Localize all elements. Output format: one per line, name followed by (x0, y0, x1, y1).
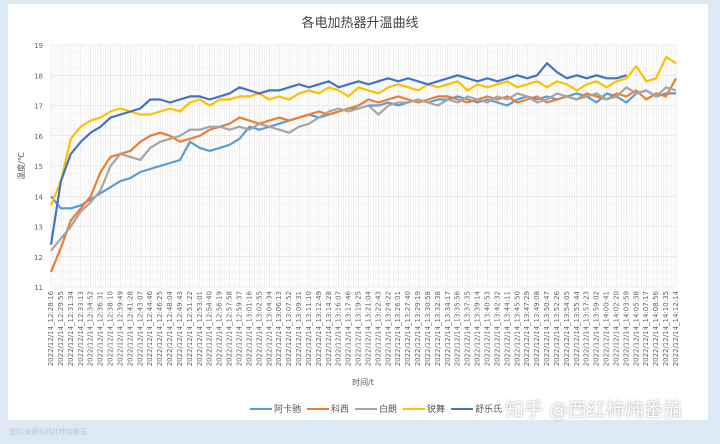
x-tick-label: 2022/12/14_14:00:41 (603, 291, 611, 366)
legend: 阿卡驰 科西 白朗 锐舞 舒乐氏 (250, 402, 502, 415)
x-tick-label: 2022/12/14_14:08:56 (652, 290, 660, 366)
x-tick-label: 2022/12/14_13:09:31 (295, 291, 303, 366)
x-tick-label: 2022/12/14_12:33:13 (77, 291, 85, 366)
x-tick-label: 2022/12/14_13:07:52 (285, 291, 293, 366)
chart-card (8, 4, 708, 420)
y-tick-label: 19 (34, 42, 43, 50)
legend-item: 舒乐氏 (451, 402, 502, 415)
x-tick-label: 2022/12/14_14:05:38 (632, 291, 640, 366)
x-tick-label: 2022/12/14_12:36:31 (97, 291, 105, 366)
x-tick-label: 2022/12/14_13:29:19 (414, 291, 422, 366)
x-tick-label: 2022/12/14_12:34:52 (87, 291, 95, 366)
x-tick-label: 2022/12/14_12:48:04 (166, 290, 174, 366)
x-tick-label: 2022/12/14_13:47:29 (523, 291, 531, 366)
legend-item: 阿卡驰 (250, 402, 301, 415)
x-tick-label: 2022/12/14_12:29:55 (57, 291, 65, 366)
x-tick-label: 2022/12/14_13:02:55 (255, 291, 263, 366)
y-tick-label: 12 (34, 254, 43, 262)
x-tick-label: 2022/12/14_14:12:14 (672, 290, 680, 366)
y-tick-label: 15 (34, 163, 43, 171)
series-line-4 (49, 62, 627, 245)
x-tick-label: 2022/12/14_13:30:58 (424, 291, 432, 366)
x-tick-label: 2022/12/14_13:14:28 (325, 291, 333, 366)
x-tick-label: 2022/12/14_12:53:01 (196, 291, 204, 366)
y-tick-label: 17 (34, 103, 43, 111)
x-tick-label: 2022/12/14_13:27:40 (404, 291, 412, 366)
x-tick-label: 2022/12/14_13:45:50 (513, 291, 521, 366)
x-tick-label: 2022/12/14_12:41:28 (126, 291, 134, 366)
x-tick-label: 2022/12/14_13:44:11 (503, 291, 511, 366)
x-tick-label: 2022/12/14_13:34:17 (444, 291, 452, 366)
x-tick-label: 2022/12/14_13:01:16 (245, 290, 253, 366)
x-tick-label: 2022/12/14_13:21:04 (364, 290, 372, 366)
legend-item: 锐舞 (403, 402, 445, 415)
y-tick-label: 18 (34, 72, 43, 80)
legend-label: 阿卡驰 (274, 405, 302, 415)
x-tick-label: 2022/12/14_13:40:53 (484, 291, 492, 366)
watermark: 知乎 @西红柿炖番茄 (505, 399, 683, 421)
legend-item: 白朗 (355, 402, 397, 415)
y-tick-label: 14 (34, 193, 43, 201)
chart-title: 各电加热器升温曲线 (301, 16, 419, 31)
x-tick-label: 2022/12/14_13:55:44 (573, 290, 581, 366)
x-tick-label: 2022/12/14_13:54:05 (563, 291, 571, 366)
x-tick-label: 2022/12/14_13:32:38 (434, 291, 442, 366)
x-tick-label: 2022/12/14_14:03:59 (622, 291, 630, 366)
x-tick-label: 2022/12/14_13:22:43 (374, 291, 382, 366)
legend-label: 科西 (331, 405, 350, 415)
x-tick-label: 2022/12/14_13:39:14 (474, 290, 482, 366)
x-tick-label: 2022/12/14_13:59:02 (593, 291, 601, 366)
x-tick-label: 2022/12/14_12:49:43 (176, 291, 184, 366)
x-tick-label: 2022/12/14_13:19:25 (355, 291, 363, 366)
legend-swatch (355, 407, 378, 410)
x-tick-label: 2022/12/14_13:57:23 (583, 291, 591, 366)
x-tick-label: 2022/12/14_13:49:08 (533, 291, 541, 366)
x-tick-label: 2022/12/14_13:17:46 (345, 290, 353, 366)
x-tick-label: 2022/12/14_13:04:34 (265, 290, 273, 366)
series-line-2 (50, 86, 677, 252)
x-axis-label: 时间/t (352, 377, 374, 387)
x-tick-label: 2022/12/14_12:51:22 (186, 291, 194, 366)
x-tick-label: 2022/12/14_12:43:07 (136, 291, 144, 366)
y-tick-label: 11 (34, 284, 43, 292)
x-tick-label: 2022/12/14_14:10:35 (662, 291, 670, 366)
x-tick-label: 2022/12/14_12:38:10 (107, 291, 115, 366)
legend-swatch (403, 407, 426, 410)
legend-swatch (250, 407, 272, 410)
legend-item: 科西 (307, 402, 349, 415)
x-tick-label: 2022/12/14_13:16:07 (335, 291, 343, 366)
x-tick-label: 2022/12/14_13:52:26 (553, 290, 561, 366)
x-tick-label: 2022/12/14_12:46:25 (156, 291, 164, 366)
y-tick-label: 13 (34, 224, 43, 232)
x-tick-label: 2022/12/14_12:57:58 (226, 291, 234, 366)
x-tick-label: 2022/12/14_12:28:16 (47, 290, 55, 366)
x-tick-label: 2022/12/14_12:54:40 (206, 291, 214, 366)
x-tick-label: 2022/12/14_14:07:17 (642, 291, 650, 366)
series-line-3 (49, 56, 677, 206)
legend-swatch (307, 407, 330, 410)
x-tick-label: 2022/12/14_13:37:35 (464, 291, 472, 366)
x-tick-label: 2022/12/14_12:56:19 (216, 291, 224, 366)
x-tick-label: 2022/12/14_13:11:10 (305, 291, 313, 366)
y-tick-label: 16 (34, 133, 43, 141)
x-tick-label: 2022/12/14_12:31:34 (67, 290, 75, 366)
x-tick-label: 2022/12/14_13:35:56 (454, 290, 462, 366)
x-tick-label: 2022/12/14_12:44:46 (146, 290, 154, 366)
source-caption: 图片来源@西红柿炖番茄 (10, 428, 87, 436)
x-tick-label: 2022/12/14_12:59:37 (235, 291, 243, 366)
x-tick-label: 2022/12/14_13:42:32 (493, 291, 501, 366)
x-tick-label: 2022/12/14_13:26:01 (394, 291, 402, 366)
x-tick-label: 2022/12/14_12:39:49 (116, 291, 124, 366)
y-axis-label: 温度/℃ (16, 152, 26, 180)
legend-swatch (451, 407, 474, 410)
legend-label: 白朗 (379, 405, 398, 415)
legend-label: 舒乐氏 (475, 405, 503, 415)
x-tick-label: 2022/12/14_13:06:13 (275, 291, 283, 366)
x-tick-label: 2022/12/14_13:50:47 (543, 291, 551, 366)
x-tick-label: 2022/12/14_13:24:22 (384, 291, 392, 366)
x-tick-label: 2022/12/14_14:02:20 (612, 291, 620, 366)
legend-label: 锐舞 (427, 405, 446, 415)
x-tick-label: 2022/12/14_13:12:49 (315, 291, 323, 366)
